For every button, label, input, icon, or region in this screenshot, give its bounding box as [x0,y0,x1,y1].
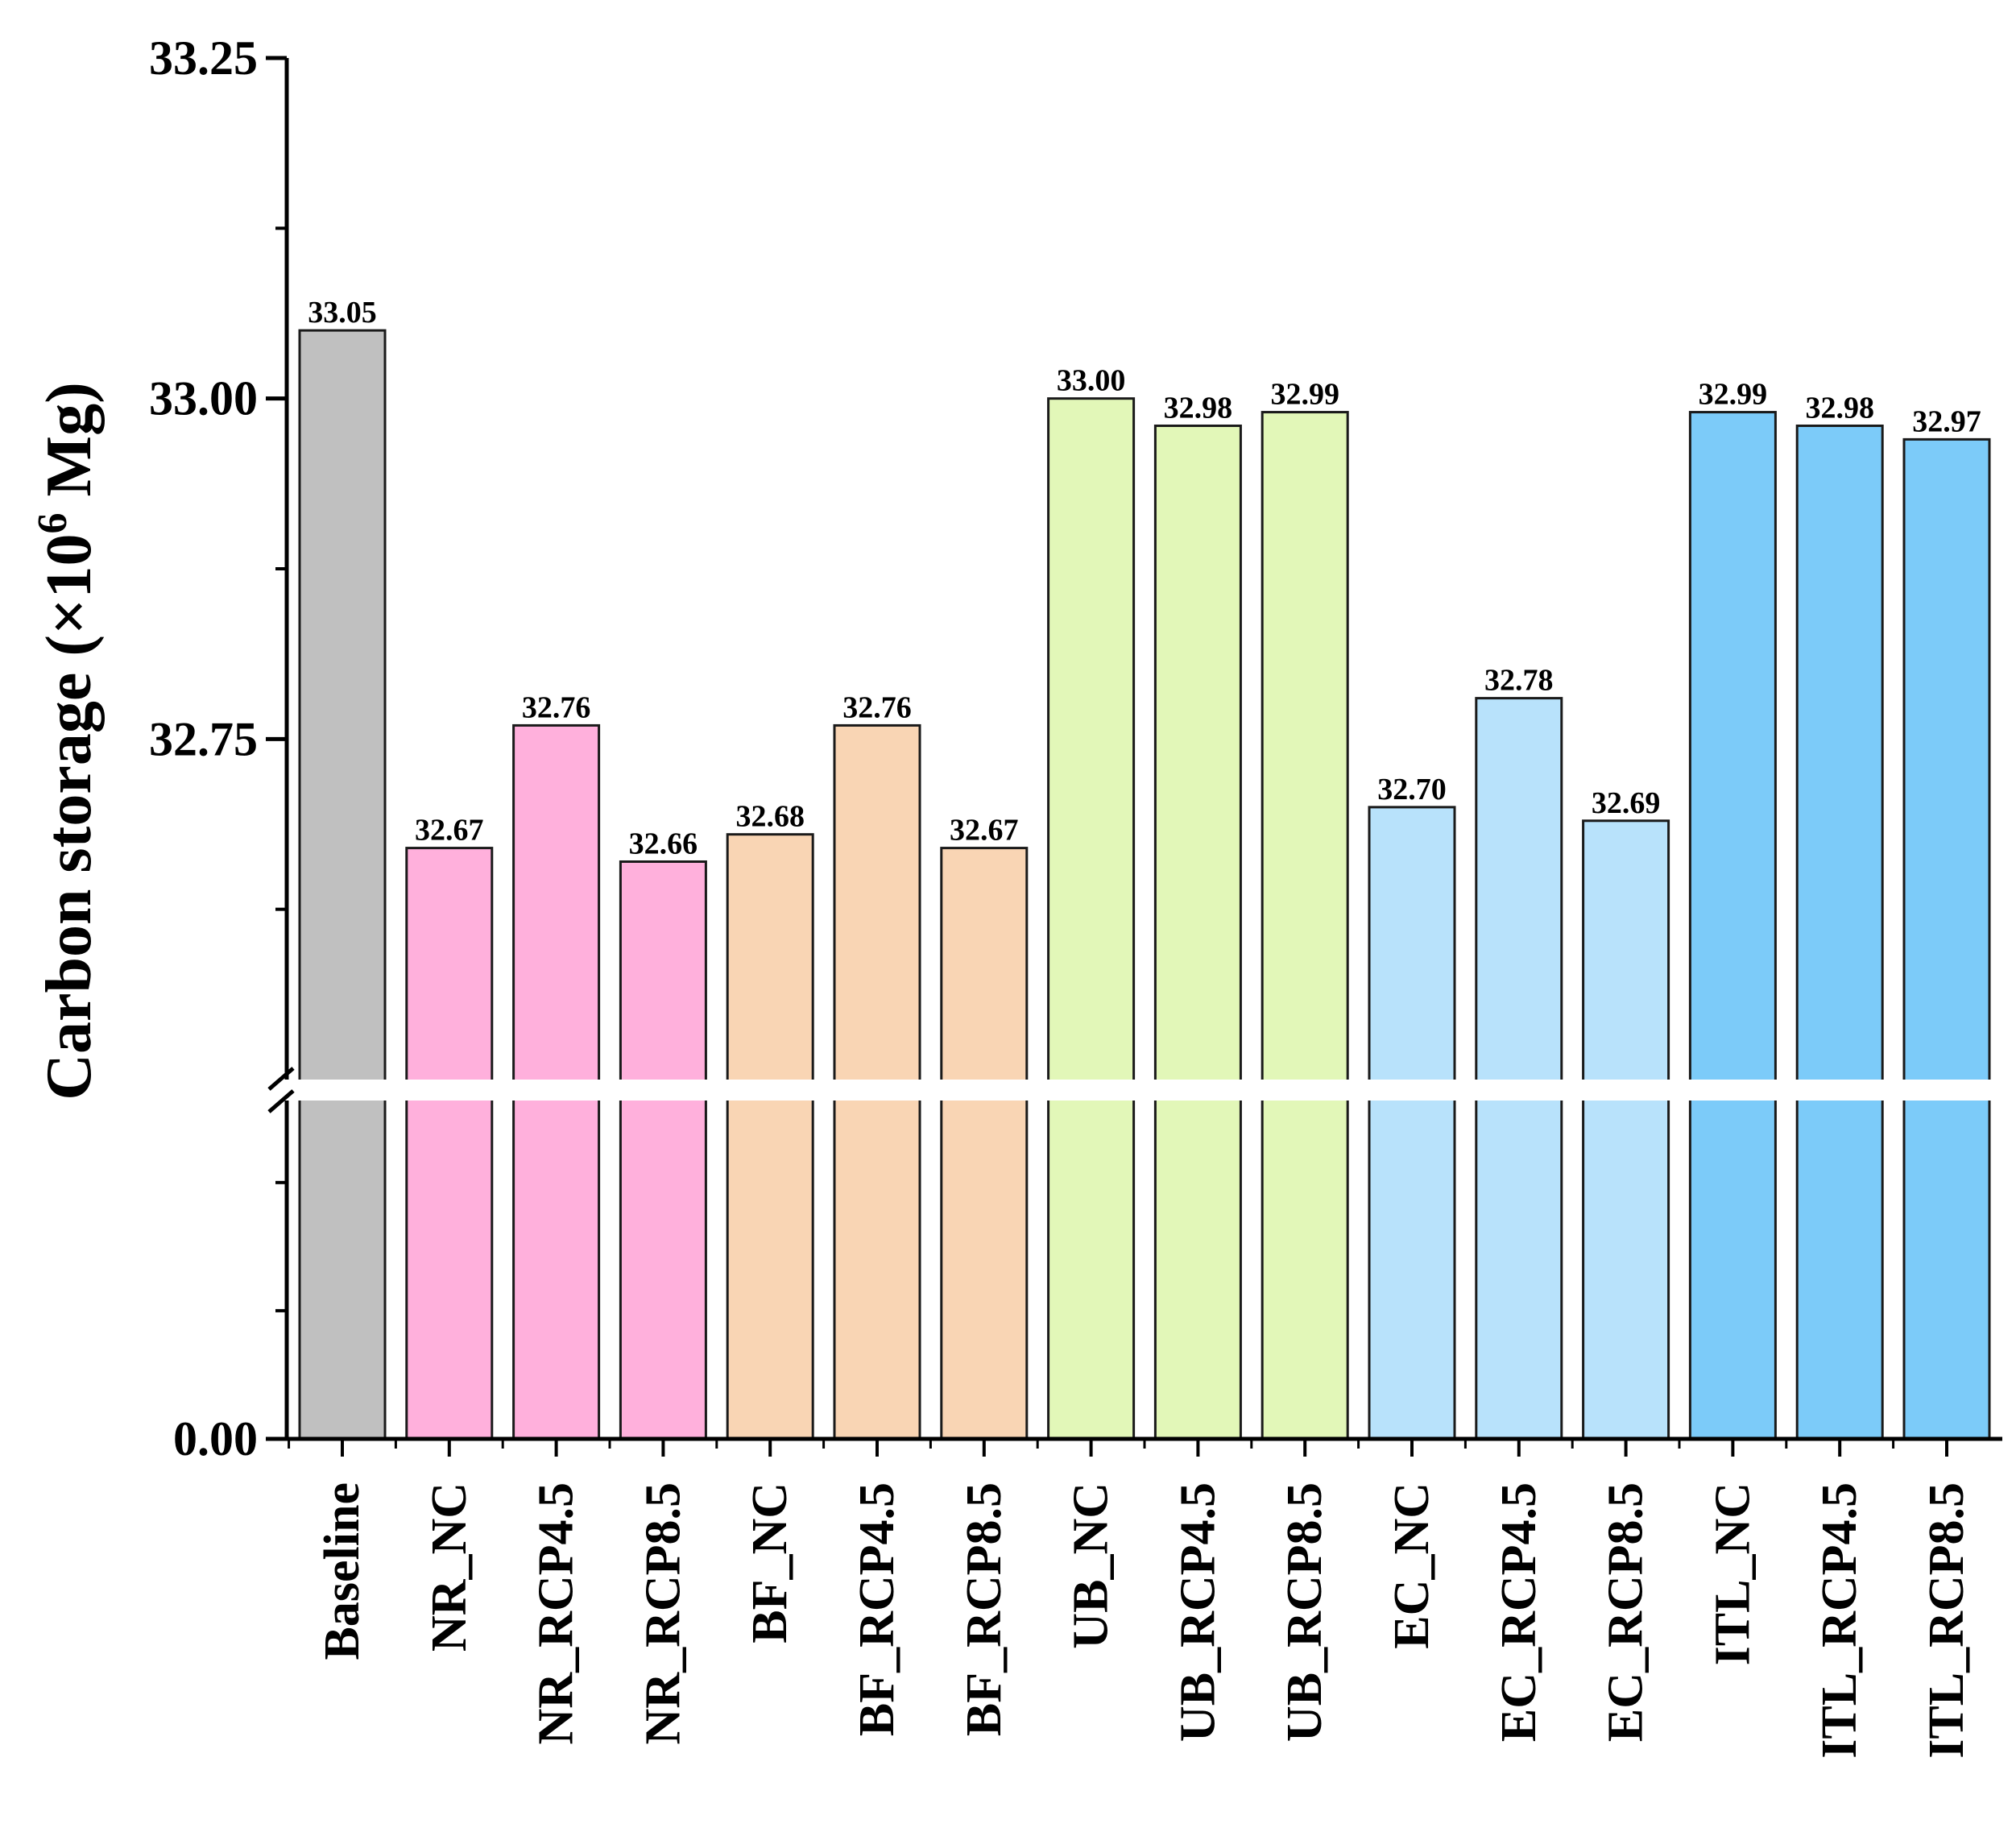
data-label: 32.98 [1805,391,1874,425]
data-label: 32.67 [415,814,484,848]
y-axis-title: Carbon storage (×106 Mg) [30,382,105,1100]
category-label: UB_RCP8.5 [1277,1482,1332,1742]
y-axis: 0.00 32.75 33.00 33.25 [149,31,289,1465]
bar-bf-rcp8-5 [940,847,1029,1440]
category-label: NR_RCP8.5 [635,1482,690,1744]
data-label: 33.00 [1057,364,1126,398]
category-label: ITL_RCP4.5 [1812,1482,1867,1759]
category-label: Baseline [315,1482,370,1660]
data-label: 32.69 [1592,786,1661,820]
category-label: BF_RCP8.5 [957,1482,1012,1736]
data-label: 32.98 [1164,391,1233,425]
data-label: 32.68 [735,800,805,834]
bar-ec-rcp8-5 [1582,819,1670,1440]
category-labels: Baseline NR_NC NR_RCP4.5 NR_RCP8.5 BF_NC BF_R… [315,1482,1974,1759]
data-label: 32.70 [1377,773,1447,806]
bars-layer [298,329,1991,1440]
bar-bf-nc [726,833,814,1440]
bar-itl-nc [1688,411,1777,1440]
bar-ec-rcp4-5 [1475,697,1563,1440]
x-axis [287,1436,2002,1457]
bar-ec-nc [1368,806,1456,1440]
y-tick-label: 33.00 [149,372,258,425]
break-gap [282,1080,2011,1101]
data-label: 32.76 [522,690,591,724]
bar-itl-rcp8-5 [1902,437,1991,1440]
y-tick-label: 32.75 [149,712,258,765]
break-mark-upper [267,1067,295,1091]
data-label: 32.66 [629,827,698,860]
category-label: NR_RCP4.5 [529,1482,584,1744]
bar-baseline [298,329,387,1440]
axis-break [267,1067,2011,1113]
category-label: BF_RCP4.5 [850,1482,905,1736]
data-labels: 33.05 32.67 32.76 32.66 32.68 32.76 32.67 33.00… [308,296,1981,860]
y-tick-label: 33.25 [149,31,258,85]
category-label: ITL_NC [1705,1482,1760,1665]
data-label: 32.97 [1912,404,1981,438]
category-label: UB_RCP4.5 [1170,1482,1225,1742]
bar-ub-nc [1047,397,1136,1440]
category-label: EC_RCP4.5 [1492,1482,1546,1742]
category-label: BF_NC [743,1482,797,1644]
data-label: 32.99 [1699,378,1768,412]
category-label: ITL_RCP8.5 [1919,1482,1974,1759]
bar-nr-rcp8-5 [619,860,707,1440]
data-label: 32.78 [1484,664,1554,698]
bar-itl-rcp4-5 [1795,424,1884,1440]
bar-ub-rcp8-5 [1261,411,1349,1440]
data-label: 32.76 [842,690,912,724]
category-label: EC_RCP8.5 [1599,1482,1654,1742]
break-mark-lower [267,1089,295,1113]
category-label: EC_NC [1385,1482,1439,1649]
data-label: 32.67 [950,814,1019,848]
data-label: 33.05 [308,296,377,330]
data-label: 32.99 [1270,378,1339,412]
bar-nr-nc [405,847,494,1440]
category-label: NR_NC [422,1482,477,1652]
y-tick-label: 0.00 [173,1412,258,1465]
category-label: UB_NC [1064,1482,1119,1649]
bar-ub-rcp4-5 [1153,424,1242,1440]
